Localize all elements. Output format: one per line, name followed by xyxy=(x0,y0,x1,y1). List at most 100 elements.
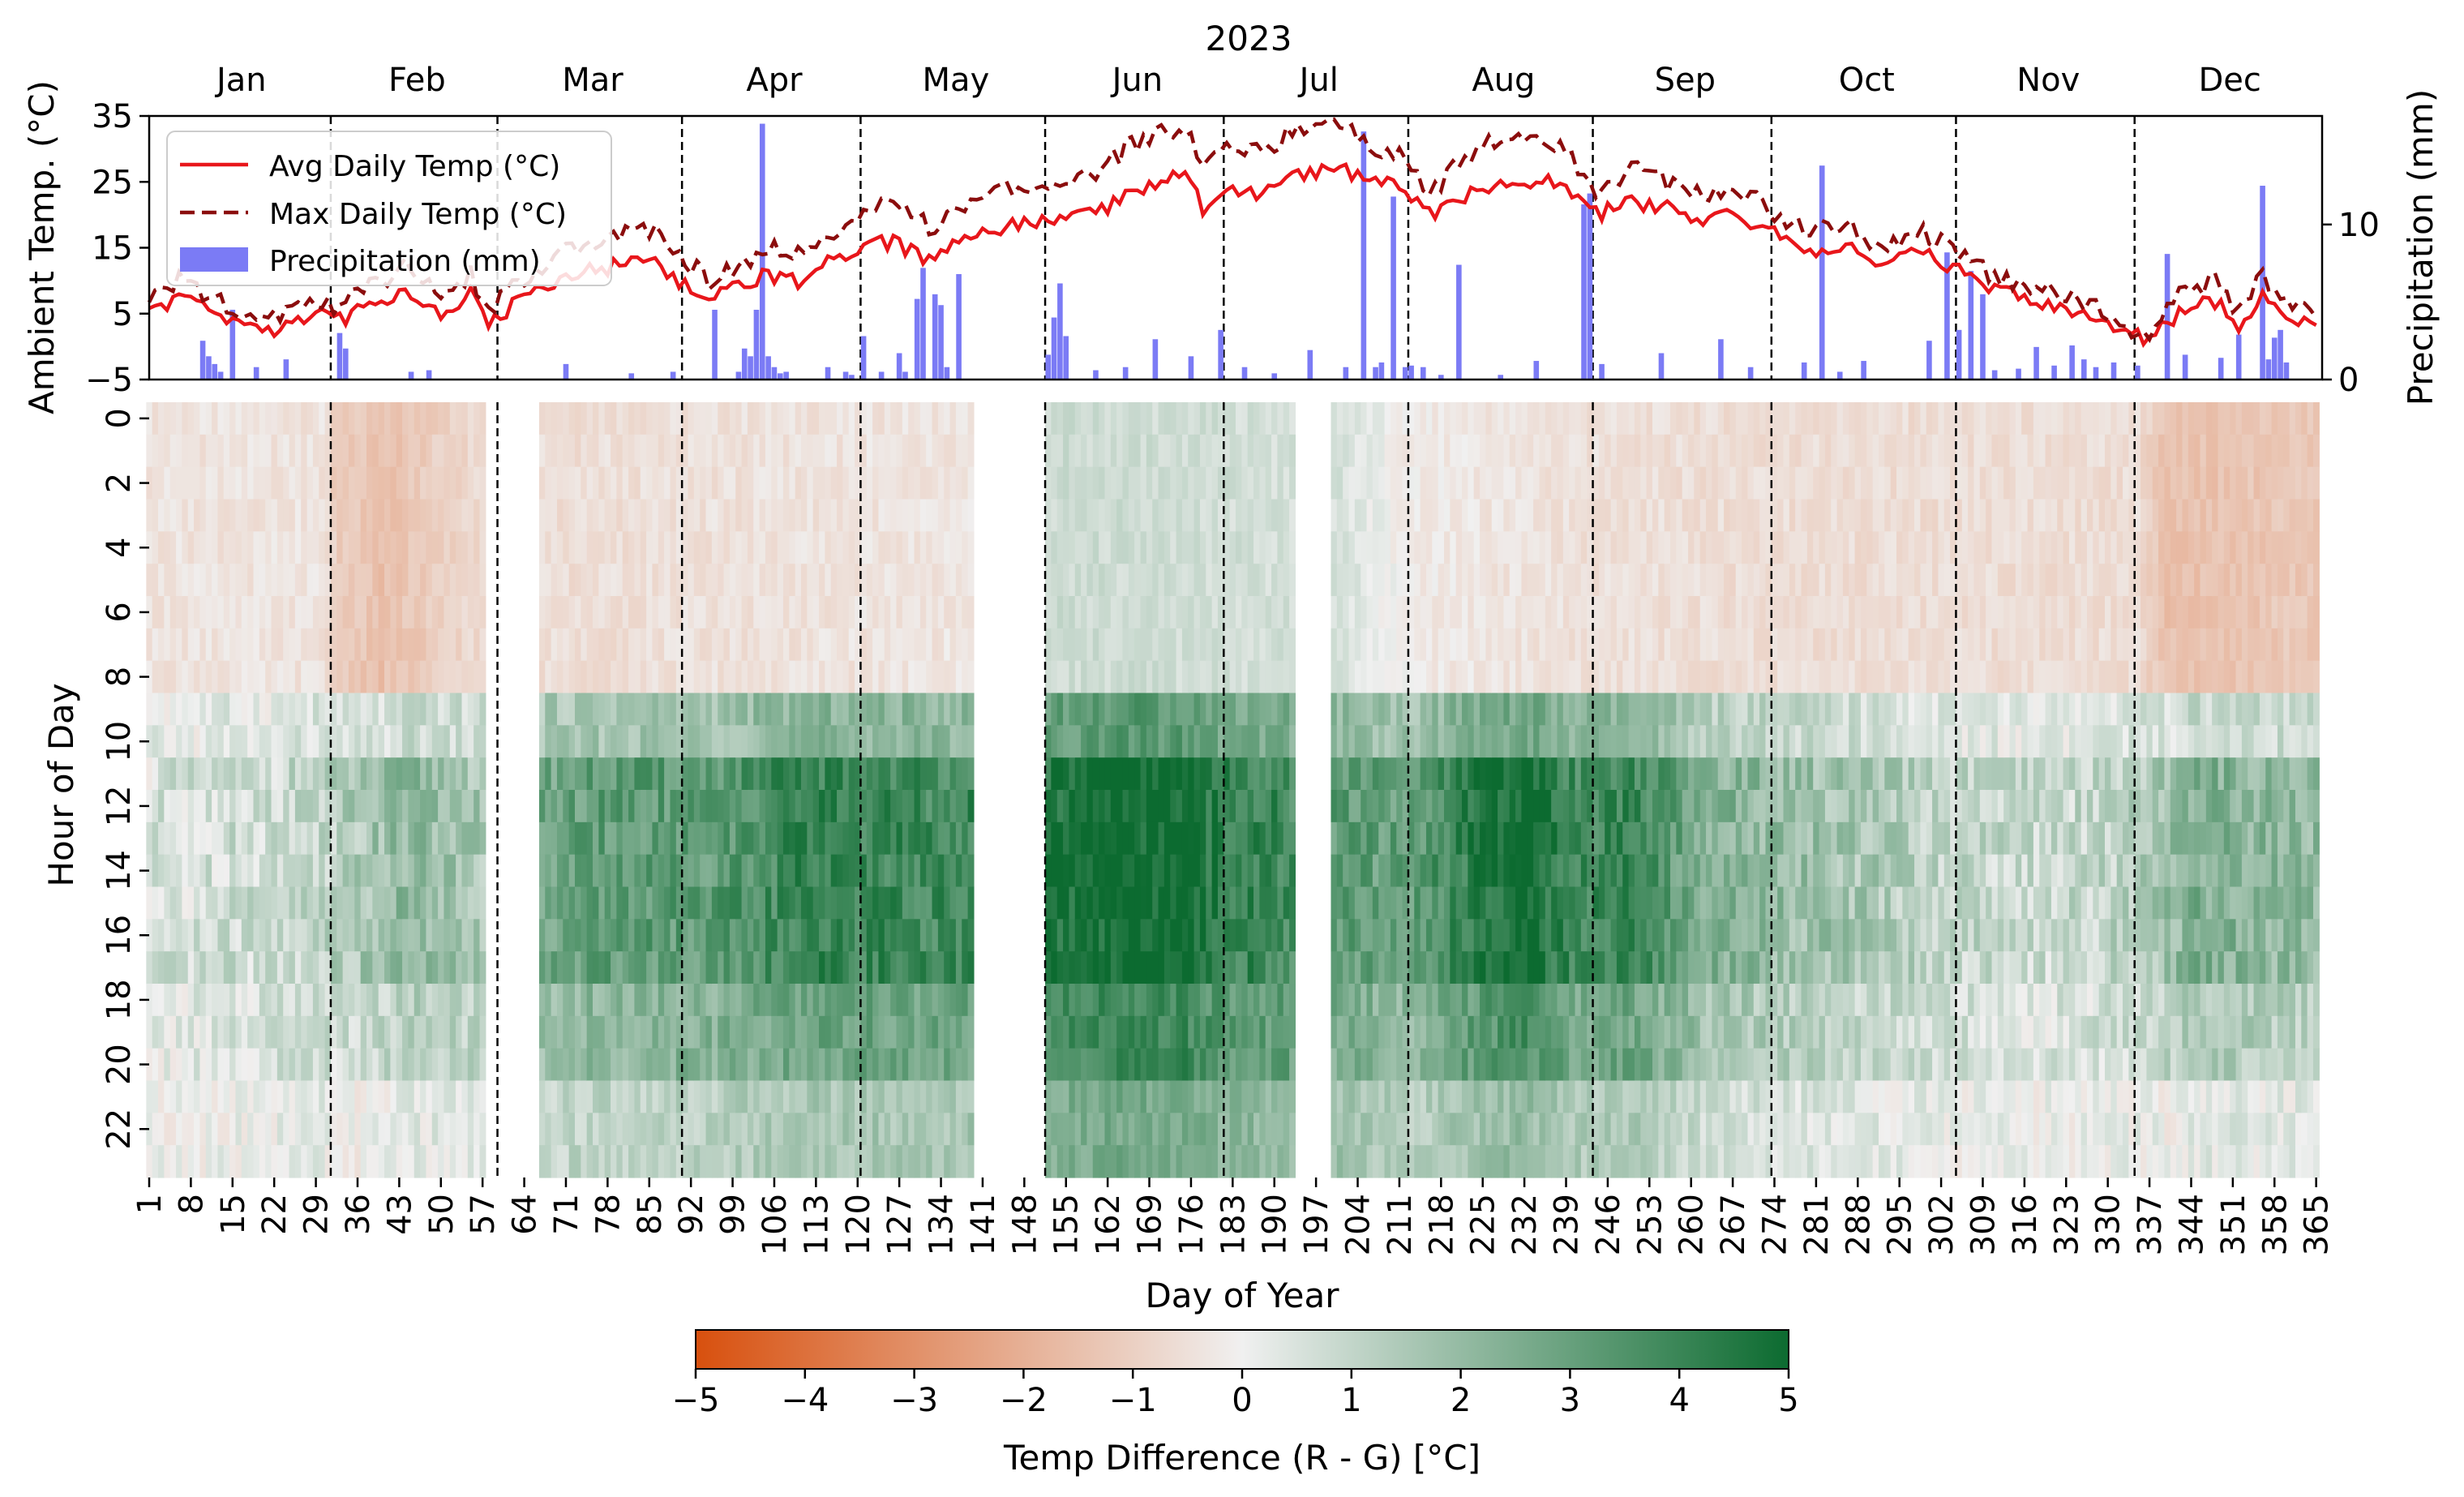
heatmap-cell xyxy=(807,1015,814,1049)
heatmap-cell xyxy=(1414,660,1421,694)
heatmap-cell xyxy=(1372,1113,1379,1146)
heatmap-cell xyxy=(235,1113,242,1146)
heatmap-cell xyxy=(1450,628,1457,662)
heatmap-cell xyxy=(1420,951,1427,984)
heatmap-cell xyxy=(1140,596,1147,629)
heatmap-cell xyxy=(158,854,165,888)
heatmap-cell xyxy=(1366,693,1373,726)
heatmap-cell xyxy=(1081,596,1088,629)
heatmap-cell xyxy=(199,1145,207,1178)
heatmap-cell xyxy=(1236,757,1242,791)
heatmap-cell xyxy=(801,1048,808,1082)
heatmap-cell xyxy=(919,984,927,1017)
heatmap-cell xyxy=(467,531,474,564)
heatmap-cell xyxy=(866,1113,873,1146)
heatmap-cell xyxy=(1110,1145,1117,1178)
heatmap-cell xyxy=(693,531,701,564)
heatmap-cell xyxy=(1455,854,1463,888)
heatmap-cell xyxy=(1354,854,1361,888)
heatmap-cell xyxy=(306,1113,314,1146)
heatmap-cell xyxy=(360,628,367,662)
heatmap-cell xyxy=(1134,886,1142,920)
heatmap-cell xyxy=(1188,984,1195,1017)
heatmap-cell xyxy=(396,757,403,791)
heatmap-cell xyxy=(556,984,564,1017)
heatmap-cell xyxy=(1354,628,1361,662)
heatmap-cell xyxy=(1485,499,1493,532)
heatmap-cell xyxy=(878,886,885,920)
heatmap-cell xyxy=(223,1113,230,1146)
heatmap-cell xyxy=(271,1015,278,1049)
heatmap-cell xyxy=(878,821,885,856)
heatmap-cell xyxy=(729,531,736,564)
heatmap-cell xyxy=(593,984,599,1017)
heatmap-cell xyxy=(902,854,909,888)
heatmap-cell xyxy=(408,1113,415,1146)
heatmap-cell xyxy=(1181,402,1189,435)
heatmap-cell xyxy=(747,1113,754,1146)
heatmap-cell xyxy=(1265,693,1272,726)
heatmap-cell xyxy=(1289,466,1296,500)
heatmap-cell xyxy=(616,1015,623,1049)
heatmap-cell xyxy=(622,984,629,1017)
heatmap-cell xyxy=(914,434,921,468)
heatmap-cell xyxy=(944,1080,951,1113)
heatmap-cell xyxy=(1491,1080,1498,1113)
heatmap-cell xyxy=(1265,564,1272,597)
heatmap-cell xyxy=(652,402,659,435)
heatmap-cell xyxy=(229,821,237,856)
heatmap-cell xyxy=(1063,466,1070,500)
heatmap-cell xyxy=(1152,466,1159,500)
heatmap-cell xyxy=(182,564,189,597)
heatmap-cell xyxy=(646,1113,653,1146)
heatmap-cell xyxy=(169,1113,177,1146)
heatmap-cell xyxy=(294,951,302,984)
heatmap-cell xyxy=(312,854,319,888)
heatmap-cell xyxy=(176,1113,182,1146)
heatmap-cell xyxy=(926,790,933,823)
heatmap-cell xyxy=(789,821,796,856)
heatmap-cell xyxy=(568,628,576,662)
heatmap-cell xyxy=(212,951,219,984)
heatmap-cell xyxy=(556,596,564,629)
heatmap-cell xyxy=(456,1080,463,1113)
heatmap-cell xyxy=(1069,1048,1076,1082)
heatmap-cell xyxy=(563,596,570,629)
heatmap-cell xyxy=(611,531,617,564)
heatmap-cell xyxy=(568,1145,576,1178)
heatmap-cell xyxy=(848,1145,855,1178)
heatmap-cell xyxy=(241,951,248,984)
heatmap-cell xyxy=(1188,725,1195,758)
heatmap-cell xyxy=(1396,564,1403,597)
heatmap-cell xyxy=(1241,466,1249,500)
heatmap-cell xyxy=(1170,596,1177,629)
heatmap-cell xyxy=(235,531,242,564)
heatmap-cell xyxy=(551,1080,558,1113)
heatmap-cell xyxy=(1051,531,1058,564)
heatmap-cell xyxy=(1425,466,1433,500)
heatmap-cell xyxy=(819,886,825,920)
heatmap-cell xyxy=(1176,466,1183,500)
heatmap-cell xyxy=(1122,499,1129,532)
heatmap-cell xyxy=(1163,854,1171,888)
heatmap-cell xyxy=(914,628,921,662)
heatmap-cell xyxy=(568,757,576,791)
heatmap-cell xyxy=(217,725,225,758)
heatmap-cell xyxy=(1086,693,1094,726)
heatmap-cell xyxy=(919,596,927,629)
heatmap-cell xyxy=(1425,1048,1433,1082)
heatmap-cell xyxy=(1432,821,1439,856)
heatmap-cell xyxy=(711,1015,718,1049)
heatmap-cell xyxy=(771,402,778,435)
heatmap-cell xyxy=(1396,1015,1403,1049)
heatmap-cell xyxy=(598,596,606,629)
precipitation-bar xyxy=(2135,365,2140,380)
heatmap-cell xyxy=(294,499,302,532)
heatmap-cell xyxy=(1236,790,1242,823)
heatmap-cell xyxy=(741,402,748,435)
heatmap-cell xyxy=(675,628,683,662)
precipitation-bar xyxy=(878,371,885,380)
heatmap-cell xyxy=(902,628,909,662)
heatmap-cell xyxy=(1491,466,1498,500)
